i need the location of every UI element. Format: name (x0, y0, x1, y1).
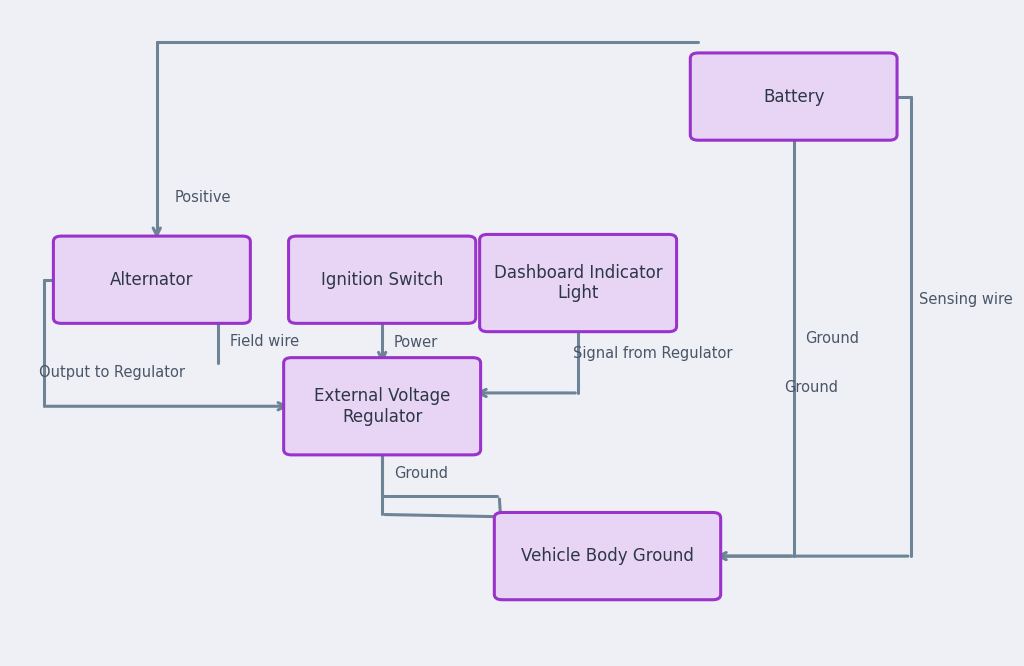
Text: Ground: Ground (806, 331, 859, 346)
FancyBboxPatch shape (53, 236, 250, 324)
Text: Positive: Positive (174, 190, 231, 205)
Text: External Voltage
Regulator: External Voltage Regulator (314, 387, 451, 426)
FancyBboxPatch shape (284, 358, 480, 455)
Text: Output to Regulator: Output to Regulator (39, 364, 184, 380)
FancyBboxPatch shape (495, 513, 721, 599)
Text: Ground: Ground (784, 380, 838, 395)
Text: Battery: Battery (763, 87, 824, 106)
Text: Alternator: Alternator (111, 270, 194, 289)
Text: Dashboard Indicator
Light: Dashboard Indicator Light (494, 264, 663, 302)
Text: Ignition Switch: Ignition Switch (321, 270, 443, 289)
FancyBboxPatch shape (479, 234, 677, 332)
Text: Field wire: Field wire (229, 334, 299, 349)
Text: Signal from Regulator: Signal from Regulator (573, 346, 733, 362)
Text: Power: Power (394, 335, 438, 350)
FancyBboxPatch shape (289, 236, 476, 324)
FancyBboxPatch shape (690, 53, 897, 141)
Text: Vehicle Body Ground: Vehicle Body Ground (521, 547, 694, 565)
Text: Ground: Ground (394, 466, 447, 482)
Text: Sensing wire: Sensing wire (919, 292, 1013, 307)
